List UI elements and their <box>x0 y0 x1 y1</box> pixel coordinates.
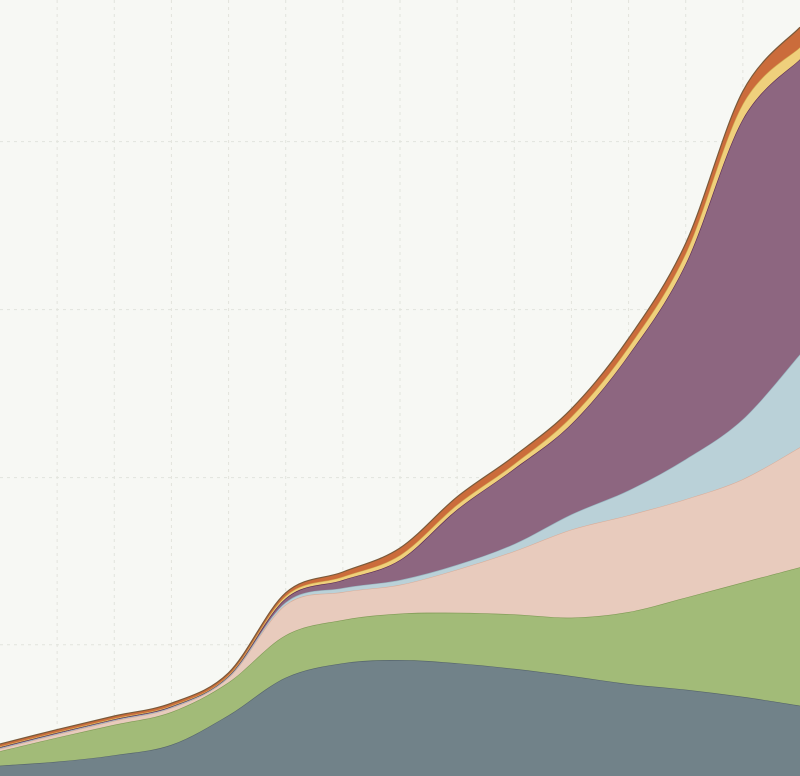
area <box>0 447 800 752</box>
area-edge <box>0 26 800 745</box>
area <box>0 567 800 766</box>
area <box>0 660 800 776</box>
area <box>0 59 800 748</box>
